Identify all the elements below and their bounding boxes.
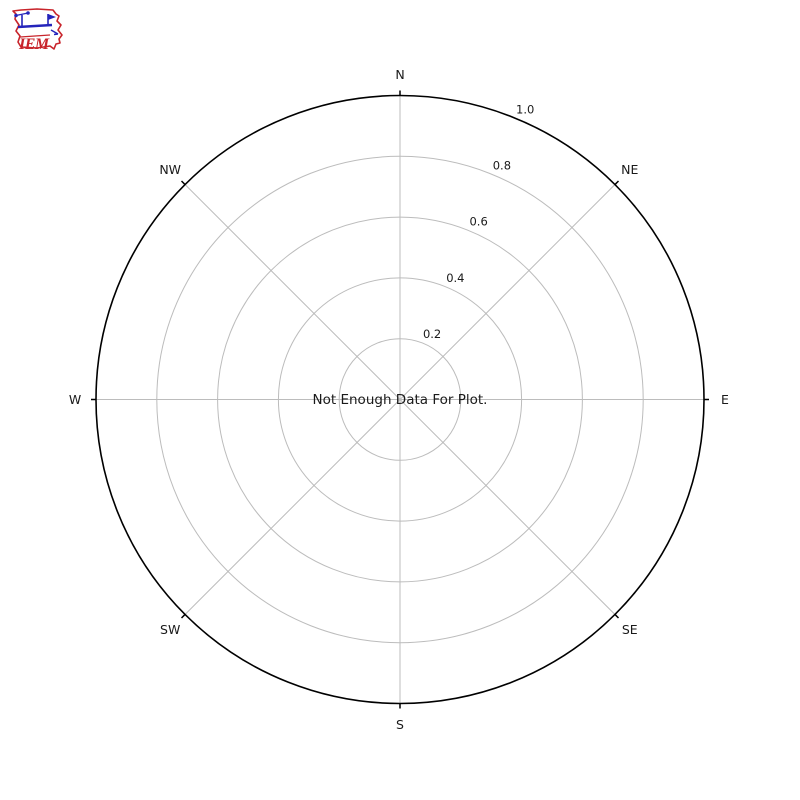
direction-labels: N NE E SE S SW W NW [69,67,729,732]
direction-label: N [395,67,404,82]
iem-logo: IEM [12,8,63,53]
theta-tick [180,613,186,619]
direction-label: W [69,392,81,407]
grid-spoke [184,399,401,615]
grid-spoke [399,184,616,400]
direction-label: E [721,392,729,407]
polar-grid [96,95,704,704]
logo-text: IEM [18,36,50,53]
direction-label: NW [159,162,181,177]
radial-tick-labels: 0.2 0.4 0.6 0.8 1.0 [423,102,534,341]
grid-spoke [399,399,616,615]
radial-tick-label: 0.4 [446,271,464,285]
radial-tick-label: 1.0 [516,102,534,116]
theta-tick [614,613,620,619]
theta-tick [180,180,186,186]
weather-vane-icon [14,11,59,36]
direction-label: SW [160,622,180,637]
direction-label: NE [621,162,638,177]
polar-spine [91,90,709,709]
radial-tick-label: 0.6 [469,215,487,229]
direction-label: SE [622,622,638,637]
radial-tick-label: 0.2 [423,327,441,341]
logo-overline [19,34,51,38]
theta-tick [614,180,620,186]
outer-spine-circle [95,94,705,705]
status-message: Not Enough Data For Plot. [313,392,488,408]
radial-tick-label: 0.8 [493,159,511,173]
grid-spoke [184,184,401,400]
direction-label: S [396,717,404,732]
